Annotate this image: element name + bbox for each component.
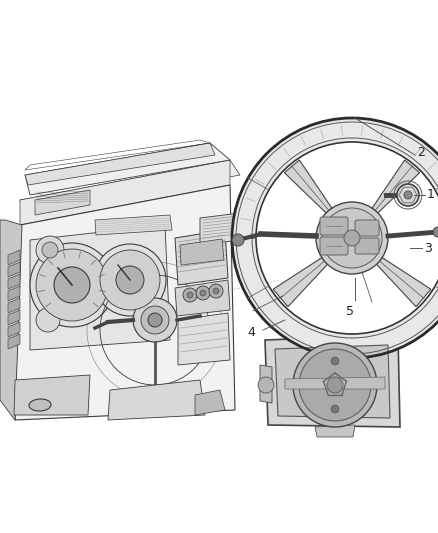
- Polygon shape: [372, 160, 420, 213]
- Polygon shape: [273, 257, 328, 307]
- Polygon shape: [200, 213, 240, 245]
- Circle shape: [397, 184, 419, 206]
- Polygon shape: [8, 322, 20, 337]
- Circle shape: [232, 234, 244, 246]
- FancyBboxPatch shape: [355, 220, 379, 236]
- Circle shape: [187, 292, 193, 298]
- Circle shape: [183, 288, 197, 302]
- Polygon shape: [8, 250, 20, 265]
- Polygon shape: [0, 220, 22, 420]
- Polygon shape: [8, 274, 20, 289]
- Circle shape: [327, 377, 343, 393]
- Circle shape: [299, 349, 371, 421]
- Circle shape: [322, 208, 382, 268]
- Text: 4: 4: [247, 326, 255, 338]
- Polygon shape: [25, 143, 230, 195]
- Circle shape: [94, 244, 166, 316]
- Circle shape: [209, 284, 223, 298]
- Polygon shape: [8, 334, 20, 349]
- Polygon shape: [195, 390, 225, 415]
- FancyBboxPatch shape: [320, 237, 348, 255]
- Polygon shape: [30, 225, 170, 350]
- Polygon shape: [175, 280, 230, 316]
- Polygon shape: [95, 215, 172, 235]
- Polygon shape: [265, 335, 400, 427]
- Circle shape: [404, 191, 412, 199]
- Polygon shape: [108, 380, 205, 420]
- Polygon shape: [20, 160, 240, 215]
- Circle shape: [36, 249, 108, 321]
- Circle shape: [36, 308, 60, 332]
- Polygon shape: [8, 298, 20, 313]
- Polygon shape: [180, 239, 224, 265]
- Circle shape: [200, 290, 206, 296]
- Circle shape: [116, 266, 144, 294]
- Circle shape: [141, 306, 169, 334]
- Polygon shape: [285, 377, 385, 389]
- Polygon shape: [284, 160, 332, 213]
- Circle shape: [293, 343, 377, 427]
- Circle shape: [433, 227, 438, 237]
- FancyBboxPatch shape: [355, 238, 379, 254]
- Circle shape: [213, 288, 219, 294]
- Text: 2: 2: [417, 147, 425, 159]
- Polygon shape: [377, 257, 431, 307]
- Ellipse shape: [29, 399, 51, 411]
- Circle shape: [36, 236, 64, 264]
- Circle shape: [54, 267, 90, 303]
- Polygon shape: [25, 143, 215, 185]
- Circle shape: [331, 405, 339, 413]
- Text: 3: 3: [424, 241, 432, 254]
- Circle shape: [344, 230, 360, 246]
- Polygon shape: [8, 286, 20, 301]
- Text: 5: 5: [346, 305, 354, 318]
- Circle shape: [42, 242, 58, 258]
- Circle shape: [196, 286, 210, 300]
- Polygon shape: [175, 230, 228, 285]
- Circle shape: [331, 357, 339, 365]
- Polygon shape: [8, 310, 20, 325]
- Circle shape: [316, 202, 388, 274]
- Text: 1: 1: [427, 189, 435, 201]
- Circle shape: [258, 377, 274, 393]
- Polygon shape: [260, 365, 272, 403]
- Circle shape: [30, 243, 114, 327]
- Polygon shape: [35, 190, 90, 215]
- Polygon shape: [275, 345, 390, 418]
- Polygon shape: [315, 425, 355, 437]
- FancyBboxPatch shape: [320, 217, 348, 235]
- Polygon shape: [8, 262, 20, 277]
- Circle shape: [100, 250, 160, 310]
- Polygon shape: [20, 160, 230, 225]
- Polygon shape: [14, 375, 90, 415]
- Circle shape: [148, 313, 162, 327]
- Polygon shape: [178, 313, 230, 365]
- Circle shape: [133, 298, 177, 342]
- Polygon shape: [15, 185, 235, 420]
